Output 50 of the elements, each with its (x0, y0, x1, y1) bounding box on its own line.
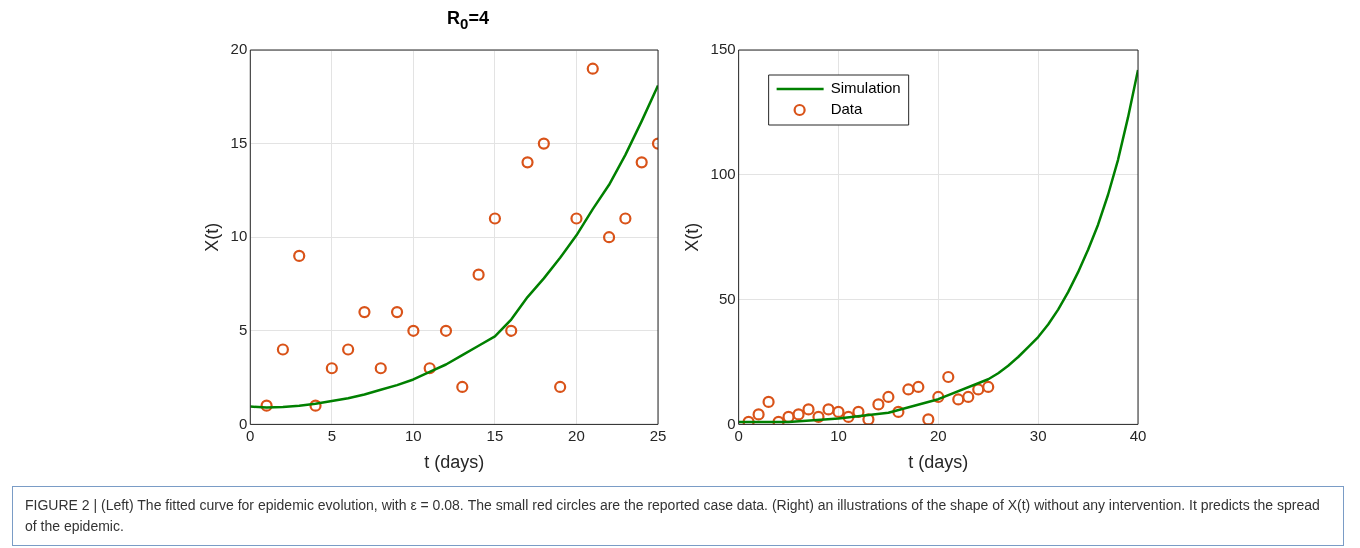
point (619, 212, 632, 225)
legend-label: Simulation (830, 79, 901, 97)
x-tick-label: 10 (830, 426, 847, 444)
x-tick-label: 20 (929, 426, 947, 444)
y-tick-label: 150 (710, 40, 736, 58)
point (554, 380, 567, 394)
point (635, 156, 648, 169)
chart-title: R$_{0}$=4 (446, 8, 490, 34)
point (342, 343, 355, 356)
y-tick-label: 0 (727, 414, 736, 432)
point (570, 212, 583, 225)
y-tick-label: 10 (230, 227, 248, 245)
x-tick-label: 10 (405, 426, 422, 444)
point (325, 362, 338, 375)
point (537, 137, 550, 150)
x-tick-label: 40 (1129, 426, 1147, 444)
x-tick-label: 20 (568, 426, 585, 444)
y-axis-title: X(t) (201, 222, 222, 252)
x-axis-title: t (days) (908, 452, 969, 473)
caption: FIGURE 2 | (Left) The fitted curve for epidemic evolution, with ε = 0.08. The small red circles are the reported case data. (Right) an illustrations of the shape of X(t) without any intervention. It predicts the spread of the epidemic. (12, 486, 1344, 546)
legend-label: Data (830, 100, 863, 118)
point (407, 324, 420, 337)
point (276, 343, 289, 356)
point (439, 324, 453, 337)
point (423, 362, 436, 375)
point (260, 399, 273, 412)
x-axis-title: t (days) (424, 452, 485, 473)
point (456, 380, 469, 394)
point (293, 249, 306, 263)
point (309, 399, 322, 412)
point (472, 268, 485, 281)
y-tick-label: 0 (238, 414, 248, 432)
point (390, 305, 404, 319)
y-tick-label: 20 (230, 40, 248, 58)
point (602, 231, 616, 244)
y-tick-label: 5 (238, 320, 248, 338)
x-tick-label: 30 (1029, 426, 1047, 444)
y-axis-title: X(t) (681, 222, 702, 252)
y-tick-label: 15 (230, 133, 248, 151)
point (358, 305, 371, 319)
x-tick-label: 15 (486, 426, 504, 444)
point (374, 362, 387, 375)
y-tick-label: 100 (710, 164, 736, 182)
y-tick-label: 50 (718, 289, 736, 307)
point (521, 156, 534, 169)
point (488, 212, 502, 225)
x-tick-label: 5 (327, 426, 336, 444)
point (586, 62, 599, 75)
point (505, 324, 518, 337)
x-tick-label: 25 (649, 426, 667, 444)
